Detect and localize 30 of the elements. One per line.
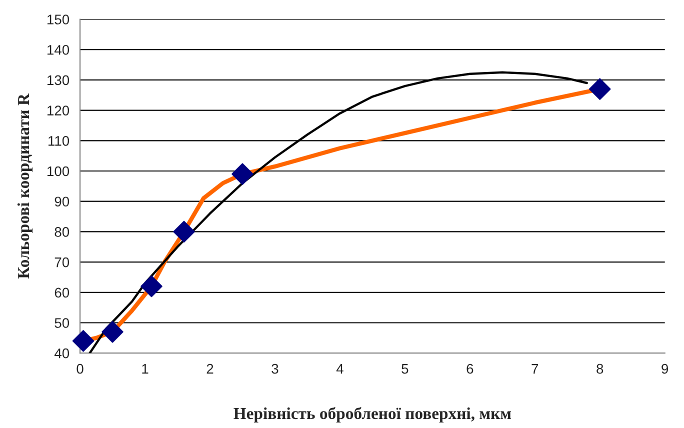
y-tick-label: 80 [54, 227, 70, 237]
point [102, 320, 124, 343]
y-tick-label: 130 [48, 75, 70, 86]
x-tick-label: 5 [402, 364, 408, 374]
x-tick-label: 9 [662, 364, 668, 374]
y-tick-label: 100 [48, 166, 70, 176]
x-tick-label: 1 [142, 364, 148, 374]
x-axis-title: Нерівність обробленої поверхні, мкм [234, 407, 511, 422]
x-tick-label: 2 [206, 364, 214, 374]
point [173, 220, 195, 243]
point [72, 330, 94, 352]
y-tick-label: 110 [48, 136, 70, 146]
y-tick-label: 90 [54, 196, 70, 207]
y-tick-label: 150 [48, 14, 70, 24]
y-tick-label: 50 [54, 318, 70, 328]
point [232, 163, 254, 185]
x-tick-label: 4 [336, 364, 344, 374]
x-tick-label: 7 [532, 364, 538, 374]
point [588, 78, 611, 100]
y-tick-label: 60 [54, 288, 70, 298]
x-tick-label: 6 [466, 364, 474, 374]
x-tick-label: 8 [596, 364, 604, 374]
x-tick-label: 0 [76, 364, 84, 374]
y-tick-label: 140 [48, 44, 70, 55]
y-tick-label: 40 [54, 348, 70, 358]
y-axis-title: Кольорові координати R [17, 93, 33, 279]
y-tick-label: 120 [48, 106, 70, 116]
x-tick-label: 3 [272, 364, 278, 374]
point [140, 275, 162, 298]
y-tick-label: 70 [54, 257, 70, 268]
